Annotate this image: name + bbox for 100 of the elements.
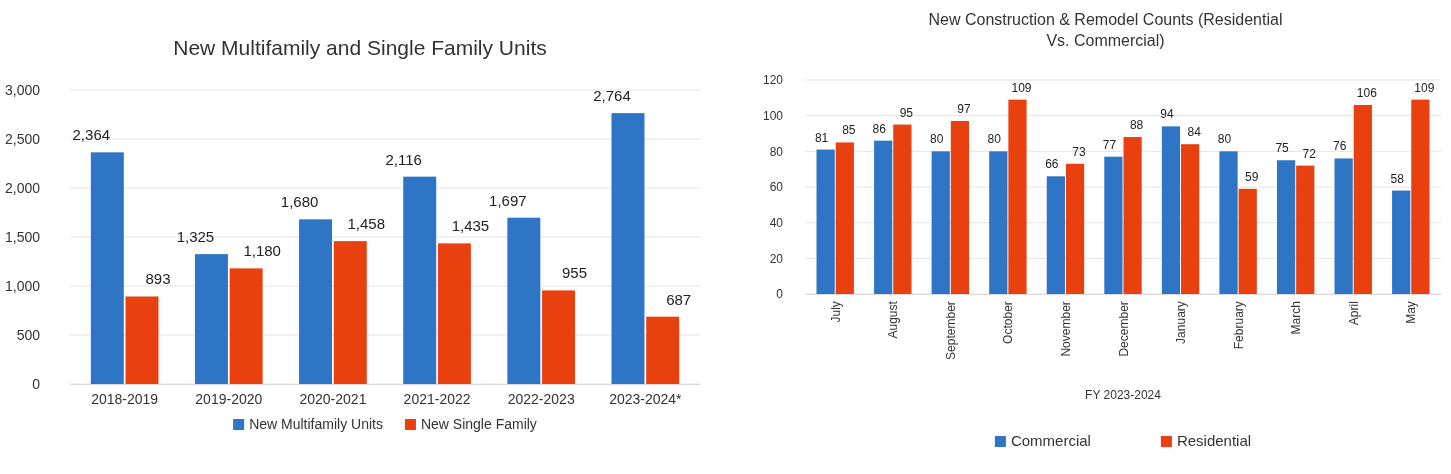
y-tick-label: 40 — [769, 216, 784, 231]
x-axis-title: FY 2023-2024 — [1085, 388, 1162, 402]
bar — [1181, 144, 1200, 294]
bar — [333, 241, 367, 384]
x-tick-label: 2023-2024* — [609, 390, 683, 407]
bar — [989, 151, 1008, 294]
x-tick-label: 2021-2022 — [403, 390, 471, 407]
bar — [1008, 99, 1027, 294]
bar — [403, 176, 437, 384]
data-label: 109 — [1414, 80, 1435, 95]
bar — [125, 296, 159, 384]
bar — [816, 149, 835, 294]
bar — [931, 151, 950, 294]
x-tick-label: November — [1059, 301, 1074, 357]
data-label: 2,364 — [72, 126, 111, 144]
data-label: 73 — [1072, 144, 1087, 159]
bar — [90, 152, 124, 384]
data-label: 2,764 — [593, 87, 631, 105]
bar — [1238, 188, 1257, 294]
x-tick-label: March — [1289, 301, 1304, 335]
x-tick-label: October — [1001, 301, 1016, 344]
data-label: 77 — [1102, 137, 1117, 152]
data-label: 81 — [814, 130, 829, 145]
bar — [611, 113, 645, 384]
y-tick-label: 3,000 — [4, 81, 41, 98]
y-tick-label: 60 — [769, 180, 784, 195]
data-label: 80 — [987, 132, 1002, 147]
data-label: 1,325 — [176, 228, 215, 246]
bar — [437, 243, 471, 384]
chart-title: New Multifamily and Single Family Units — [173, 36, 547, 59]
bar — [1219, 151, 1238, 294]
legend-label: New Single Family — [420, 416, 537, 432]
data-label: 109 — [1011, 80, 1032, 95]
x-tick-label: February — [1231, 301, 1246, 350]
data-label: 893 — [145, 270, 171, 288]
data-label: 80 — [1217, 132, 1232, 147]
data-label: 94 — [1160, 107, 1174, 122]
bar — [1065, 163, 1085, 294]
data-label: 72 — [1302, 146, 1317, 161]
bar — [646, 316, 680, 384]
data-label: 1,680 — [280, 193, 319, 211]
bar — [950, 121, 970, 294]
bar — [1276, 160, 1296, 294]
x-tick-label: September — [943, 301, 958, 360]
y-tick-label: 2,500 — [4, 130, 41, 147]
data-label: 58 — [1390, 171, 1405, 186]
x-tick-label: July — [828, 301, 843, 323]
bar — [893, 124, 912, 294]
data-label: 97 — [957, 102, 971, 117]
data-label: 1,697 — [489, 191, 527, 209]
data-label: 86 — [872, 121, 887, 136]
bar — [1392, 190, 1411, 294]
data-label: 687 — [666, 290, 692, 308]
y-tick-label: 100 — [762, 109, 784, 124]
y-tick-label: 20 — [769, 251, 784, 266]
y-tick-label: 0 — [776, 287, 784, 302]
bar — [507, 217, 541, 384]
bar — [1353, 104, 1372, 294]
data-label: 80 — [930, 132, 944, 147]
data-label: 88 — [1129, 118, 1144, 133]
bar — [874, 140, 893, 294]
data-label: 75 — [1275, 141, 1290, 156]
x-tick-label: 2022-2023 — [507, 390, 575, 407]
bar — [1334, 158, 1353, 294]
chart-title: New Construction & Remodel Counts (Residential Vs. Commercial) — [928, 11, 1283, 49]
y-tick-label: 1,500 — [4, 228, 41, 245]
bar — [229, 268, 263, 384]
bar — [1161, 126, 1181, 294]
x-tick-label: May — [1404, 301, 1419, 324]
legend-label: Residential — [1176, 432, 1252, 449]
y-tick-label: 120 — [762, 73, 784, 88]
data-label: 85 — [842, 123, 856, 138]
x-tick-label: 2019-2020 — [195, 390, 263, 407]
data-label: 95 — [899, 105, 914, 120]
data-label: 66 — [1045, 157, 1059, 172]
bar — [299, 219, 333, 384]
data-label: 76 — [1332, 139, 1347, 154]
x-tick-label: August — [886, 300, 901, 339]
data-label: 59 — [1245, 169, 1259, 184]
x-tick-label: 2020-2021 — [299, 390, 367, 407]
x-tick-label: December — [1116, 301, 1131, 357]
y-tick-label: 500 — [16, 326, 41, 343]
bar — [1411, 99, 1430, 294]
x-tick-label: January — [1174, 301, 1189, 344]
bar — [1104, 156, 1123, 294]
data-label: 1,458 — [347, 215, 386, 233]
data-label: 1,435 — [451, 217, 490, 235]
legend-label: Commercial — [1010, 432, 1091, 449]
y-tick-label: 80 — [769, 144, 784, 159]
bar — [542, 290, 576, 384]
bar — [1046, 176, 1065, 294]
data-label: 84 — [1187, 125, 1202, 140]
data-label: 106 — [1356, 85, 1378, 100]
y-tick-label: 0 — [32, 375, 41, 392]
data-label: 1,180 — [243, 242, 281, 260]
bar — [1296, 165, 1315, 294]
bar — [1123, 137, 1142, 294]
legend-label: New Multifamily Units — [249, 416, 383, 432]
y-tick-label: 2,000 — [4, 179, 41, 196]
x-tick-label: 2018-2019 — [91, 390, 159, 407]
